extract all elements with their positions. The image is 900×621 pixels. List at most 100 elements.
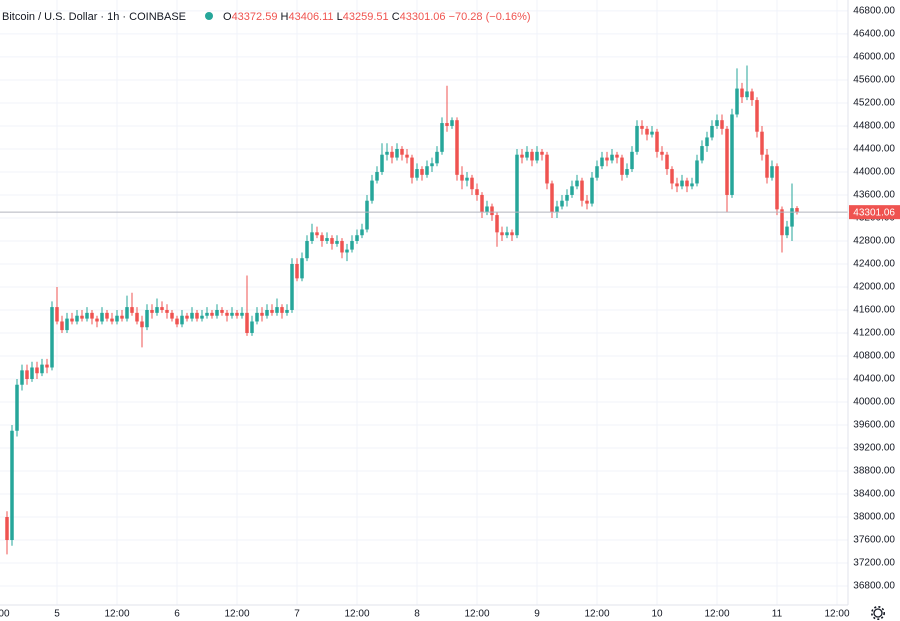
candle-body	[300, 258, 304, 279]
candle-body	[40, 364, 44, 374]
last-price-label: 43301.06	[853, 207, 895, 218]
candle-body	[420, 169, 424, 175]
candle-body	[225, 312, 229, 316]
y-tick-label: 44000.00	[853, 167, 895, 178]
x-tick-label: 12:00	[584, 609, 609, 620]
candle-body	[675, 183, 679, 187]
candle-body	[495, 215, 499, 233]
candle-body	[535, 151, 539, 161]
candle-body	[230, 312, 234, 316]
candle-body	[380, 154, 384, 172]
settings-button[interactable]	[870, 605, 885, 620]
candle-body	[75, 315, 79, 322]
candle-body	[705, 137, 709, 147]
candle-body	[565, 194, 569, 201]
candle-body	[195, 312, 199, 319]
candle-body	[105, 312, 109, 319]
x-tick-label: 12:00	[104, 609, 129, 620]
candle-body	[475, 189, 479, 195]
candle-body	[15, 384, 19, 431]
y-tick-label: 42000.00	[853, 282, 895, 293]
candle-body	[550, 183, 554, 213]
y-tick-label: 43600.00	[853, 190, 895, 201]
ohlc-legend: O43372.59 H43406.11 L43259.51 C43301.06 …	[223, 11, 531, 23]
candle-body	[280, 307, 284, 313]
ohlc-letter: H	[281, 11, 289, 23]
candle-body	[735, 88, 739, 115]
candle-body	[250, 321, 254, 333]
candle-body	[170, 312, 174, 319]
candle-body	[20, 370, 24, 385]
candle-body	[50, 307, 54, 368]
candle-body	[775, 166, 779, 210]
candle-body	[295, 263, 299, 279]
x-tick-label: 12:00	[464, 609, 489, 620]
y-tick-label: 40400.00	[853, 374, 895, 385]
candle-body	[660, 151, 664, 155]
candle-body	[525, 151, 529, 158]
candle-body	[120, 315, 124, 319]
candle-body	[515, 154, 519, 236]
gear-icon[interactable]	[873, 608, 883, 618]
candle-body	[235, 312, 239, 316]
candle-body	[505, 232, 509, 236]
ohlc-letter: O	[223, 11, 232, 23]
candle-body	[365, 200, 369, 230]
candle-body	[490, 206, 494, 216]
candle-body	[265, 309, 269, 316]
ohlc-value: 43259.51	[343, 11, 389, 23]
symbol-title: Bitcoin / U.S. Dollar · 1h · COINBASE	[2, 11, 186, 23]
candle-body	[640, 125, 644, 129]
x-tick-label: 12:00	[344, 609, 369, 620]
candle-body	[545, 154, 549, 184]
candle-body	[245, 312, 249, 333]
candle-body	[445, 123, 449, 126]
candle-body	[385, 151, 389, 155]
candle-body	[100, 312, 104, 322]
candle-body	[140, 321, 144, 328]
candle-body	[340, 240, 344, 253]
gear-teeth[interactable]	[870, 605, 885, 620]
candle-body	[175, 318, 179, 325]
candle-body	[310, 232, 314, 241]
candle-body	[125, 307, 129, 319]
candle-body	[770, 166, 774, 178]
candle-body	[765, 154, 769, 178]
candle-body	[615, 154, 619, 158]
candle-body	[5, 517, 9, 541]
candles	[0, 65, 848, 555]
candle-body	[435, 151, 439, 164]
ohlc-value: 43301.06	[400, 11, 446, 23]
y-tick-label: 39200.00	[853, 443, 895, 454]
y-tick-label: 46000.00	[853, 52, 895, 63]
candle-body	[10, 430, 14, 541]
candle-body	[685, 180, 689, 187]
candle-body	[720, 120, 724, 129]
candle-body	[150, 309, 154, 313]
candle-body	[90, 312, 94, 319]
candle-body	[665, 154, 669, 170]
x-tick-label: 11	[772, 609, 783, 620]
candle-body	[65, 318, 69, 331]
candle-body	[255, 312, 259, 322]
candle-body	[520, 154, 524, 158]
candle-body	[330, 238, 334, 244]
ohlc-letter: C	[392, 11, 400, 23]
x-tick-label: 12:00	[824, 609, 849, 620]
y-tick-label: 41200.00	[853, 328, 895, 339]
last-price-tag	[849, 205, 900, 220]
y-tick-label: 37200.00	[853, 558, 895, 569]
x-tick-label: 12:00	[0, 609, 10, 620]
status-dot	[205, 12, 213, 20]
candle-body	[700, 146, 704, 161]
candle-body	[285, 309, 289, 313]
ohlc-value: 43406.11	[288, 11, 333, 23]
y-tick-label: 40800.00	[853, 351, 895, 362]
x-tick-label: 7	[294, 609, 300, 620]
candle-body	[750, 91, 754, 101]
candle-body	[570, 186, 574, 195]
candle-body	[260, 312, 264, 316]
candle-body	[760, 131, 764, 155]
candle-body	[405, 154, 409, 158]
candle-body	[540, 151, 544, 155]
